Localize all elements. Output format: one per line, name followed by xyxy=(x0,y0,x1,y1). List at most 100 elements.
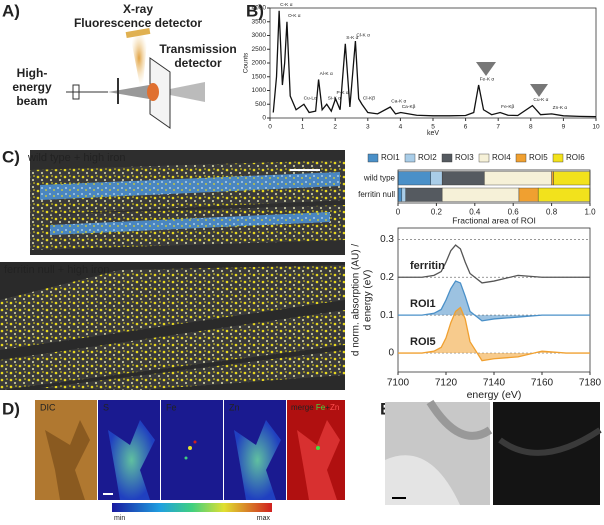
category-label: ferritin null xyxy=(358,190,395,199)
x-axis-label: keV xyxy=(427,130,439,137)
area xyxy=(398,281,590,321)
peak-label: Fe-Kβ xyxy=(501,104,514,110)
x-tick-label: 10 xyxy=(592,123,600,130)
legend-label: ROI2 xyxy=(418,153,437,162)
x-tick-label: 7 xyxy=(496,123,500,130)
bar-segment xyxy=(430,171,443,186)
diagram-label: beam xyxy=(16,94,47,108)
peak-label: Al-K α xyxy=(320,71,333,77)
legend-label: ROI1 xyxy=(381,153,400,162)
x-tick-label: 3 xyxy=(366,123,370,130)
legend-swatch xyxy=(367,153,379,163)
peak-label: O-K α xyxy=(288,13,301,19)
legend-swatch xyxy=(515,153,527,163)
arrow xyxy=(530,84,548,97)
x-tick-label: 0.8 xyxy=(546,208,558,217)
image-label: DIC xyxy=(40,402,56,412)
x-tick-label: 7180 xyxy=(579,378,602,389)
setup-diagram: X-ray Fluorescence detector Transmission… xyxy=(12,2,237,129)
x-tick-label: 0 xyxy=(396,208,401,217)
microscopy-row: DIC S Fe Zn merge Fe+Zn min max xyxy=(35,400,345,522)
panel-label: D) xyxy=(2,399,20,418)
colorbar-label: max xyxy=(257,515,271,522)
y-tick-label: 0 xyxy=(262,115,266,122)
diagram-label: Transmission xyxy=(159,42,236,56)
bar-segment xyxy=(518,187,539,202)
peak-label: Ca-K α xyxy=(391,98,406,104)
y-tick-label: 1500 xyxy=(252,73,267,80)
x-tick-label: 1 xyxy=(301,123,305,130)
peak-label: Cl-Kβ xyxy=(363,96,375,102)
y-tick-label: 0 xyxy=(388,348,394,359)
cell-image: ferritin null + high iron xyxy=(0,262,345,390)
legend-label: ROI4 xyxy=(492,153,511,162)
x-axis-label: energy (eV) xyxy=(467,389,522,401)
category-label: wild type xyxy=(363,173,396,182)
legend-swatch xyxy=(552,153,564,163)
y-axis-label: d norm. absorption (AU) / xyxy=(351,244,362,356)
y-tick-label: 0.1 xyxy=(380,310,394,321)
peak-label: Ca-Kβ xyxy=(402,104,416,110)
peak-label: Si-K α xyxy=(328,96,341,102)
y-axis-label: d energy (eV) xyxy=(363,270,374,331)
peak-label: P-K α xyxy=(337,90,349,96)
x-tick-label: 7160 xyxy=(531,378,554,389)
series-label: ferritin xyxy=(410,260,445,272)
line xyxy=(398,280,590,322)
beam xyxy=(155,82,205,102)
bar-segment xyxy=(397,187,403,202)
series-label: ROI5 xyxy=(410,336,436,348)
x-tick-label: 5 xyxy=(431,123,435,130)
fluorescence-cone xyxy=(130,30,148,86)
x-tick-label: 0.4 xyxy=(469,208,481,217)
x-tick-label: 0.6 xyxy=(508,208,520,217)
plot-frame xyxy=(397,169,591,204)
line xyxy=(398,244,590,284)
sample xyxy=(147,83,159,101)
x-tick-label: 8 xyxy=(529,123,533,130)
x-tick-label: 0 xyxy=(268,123,272,130)
series-label: ROI1 xyxy=(410,298,436,310)
x-tick-label: 0.2 xyxy=(431,208,443,217)
colorbar-label: min xyxy=(114,515,125,522)
x-axis-label: Fractional area of ROI xyxy=(452,216,536,226)
area xyxy=(398,307,590,361)
bar-segment xyxy=(405,187,443,202)
peak-label: Cu-K α xyxy=(533,97,548,103)
legend-swatch xyxy=(441,153,453,163)
image-label: ferritin null + high iron xyxy=(4,264,109,276)
diagram-label: Fluorescence detector xyxy=(74,16,202,30)
bar-segment xyxy=(397,171,431,186)
peak-label: Fe-K α xyxy=(480,76,495,82)
peak-label: S-K α xyxy=(346,35,358,41)
bar-segment xyxy=(537,187,591,202)
image-label: Zn xyxy=(229,402,240,412)
microscopy-pair xyxy=(385,399,602,505)
line xyxy=(398,306,590,362)
cell-image: wild type + high iron xyxy=(27,150,345,255)
panel-label: A) xyxy=(2,1,20,20)
y-tick-label: 3500 xyxy=(252,18,267,25)
colorbar xyxy=(112,503,272,512)
legend-swatch xyxy=(404,153,416,163)
x-tick-label: 1.0 xyxy=(584,208,596,217)
beam xyxy=(108,84,155,100)
legend-label: ROI6 xyxy=(566,153,585,162)
panel-label: C) xyxy=(2,147,20,166)
y-tick-label: 500 xyxy=(255,101,266,108)
diagram-label: X-ray xyxy=(123,2,153,16)
image-label: merge Fe+Zn xyxy=(291,403,339,412)
peak-label: C-K α xyxy=(280,2,293,8)
image-label: S xyxy=(103,402,109,412)
diagram-label: High- xyxy=(17,66,48,80)
x-tick-label: 2 xyxy=(333,123,337,130)
peak-label: Cl-K α xyxy=(356,32,370,38)
x-tick-label: 6 xyxy=(464,123,468,130)
y-tick-label: 2500 xyxy=(252,46,267,53)
image-label: Fe xyxy=(166,402,177,412)
peak-label: Cu-Lα xyxy=(304,96,317,102)
bar-segment xyxy=(441,187,520,202)
x-tick-label: 7100 xyxy=(387,378,410,389)
legend-swatch xyxy=(478,153,490,163)
